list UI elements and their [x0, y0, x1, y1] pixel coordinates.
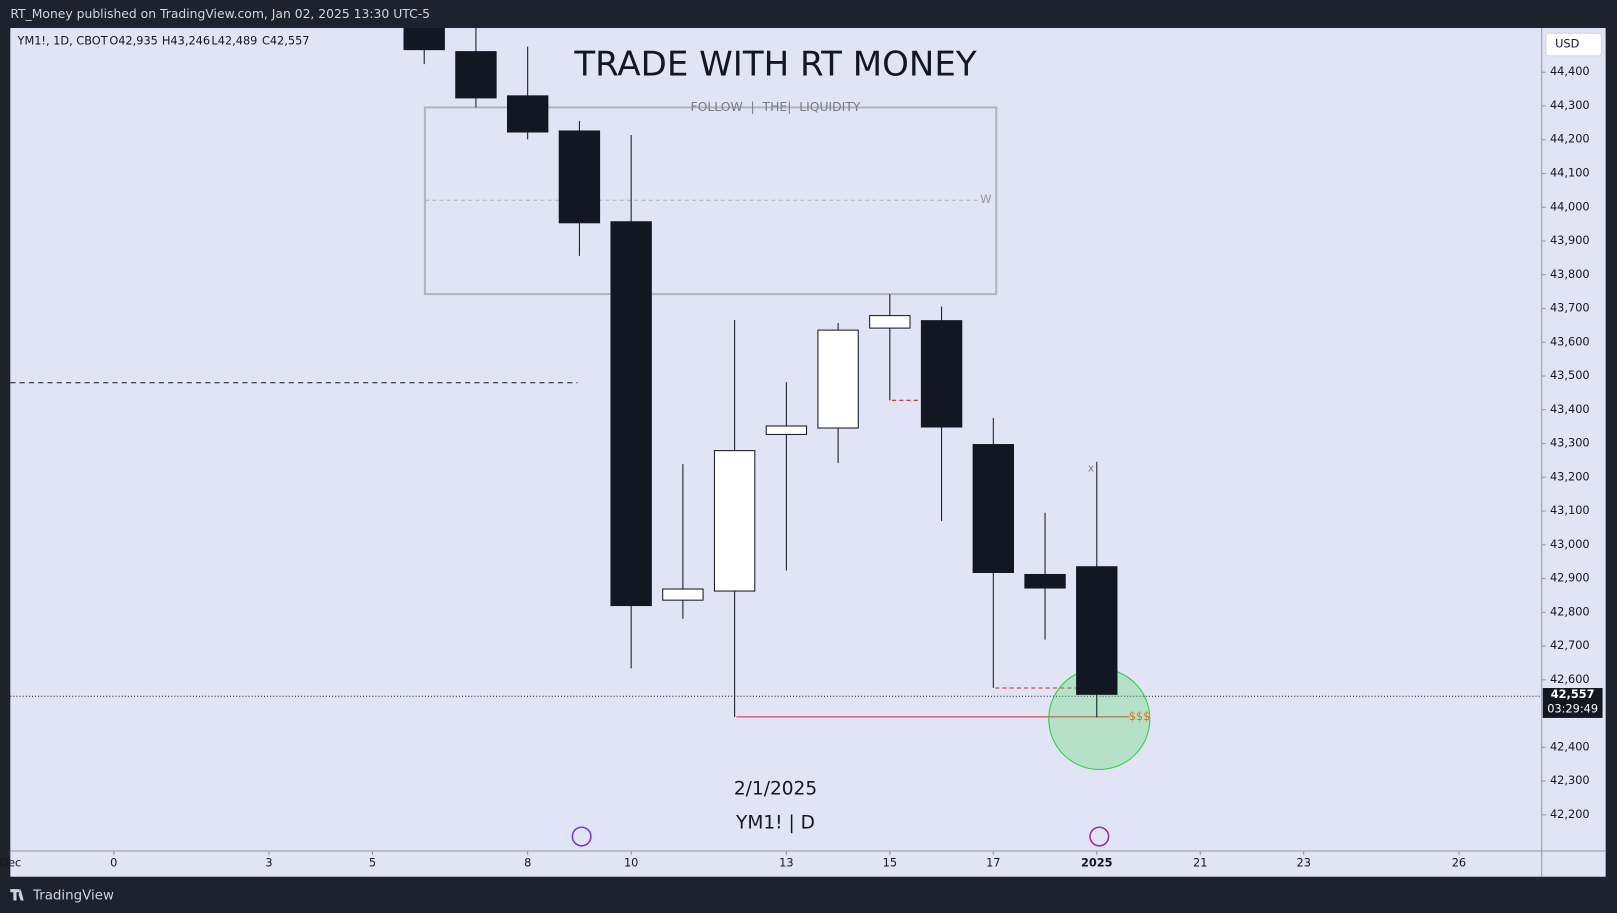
currency: USD: [1555, 37, 1579, 51]
annotation: YM1! | D: [735, 813, 815, 834]
x-tick-label: 0: [110, 855, 117, 869]
symbol-info: YM1!, 1D, CBOT: [17, 33, 108, 47]
brand-logo: [10, 889, 24, 901]
x-tick-label: 15: [883, 855, 897, 869]
subtitle: FOLLOW | THE| LIQUIDITY: [691, 100, 861, 114]
annotation: W: [980, 192, 991, 206]
annotation: 2/1/2025: [734, 779, 817, 800]
event-icon[interactable]: [571, 826, 592, 847]
ohlc: O42,935: [109, 33, 158, 47]
y-tick-label: 44,000: [1550, 199, 1590, 213]
y-tick-label: 43,900: [1550, 233, 1590, 247]
candle-body: [765, 425, 808, 435]
candles: [403, 28, 1118, 718]
candle-body: [506, 95, 549, 133]
annotation: $$$: [1129, 709, 1151, 723]
y-tick-label: 43,700: [1550, 301, 1590, 315]
x-axis: Dec 0 3 5 8 10 13 15 17 2025 21 23 26: [0, 850, 1466, 869]
price-tag: [1542, 688, 1603, 718]
annotation: x: [1088, 462, 1094, 474]
y-tick-label: 44,100: [1550, 165, 1590, 179]
ohlc: H43,246: [162, 33, 210, 47]
x-tick-label: 5: [369, 855, 376, 869]
candle-body: [817, 329, 859, 429]
y-tick-label: 44,200: [1550, 132, 1590, 146]
y-tick-label: 42,900: [1550, 571, 1590, 585]
chart-bg: [10, 28, 1606, 877]
y-tick-label: 43,800: [1550, 267, 1590, 281]
y-tick-label: 42,700: [1550, 638, 1590, 652]
y-axis: 42,200 42,300 42,400 42,600 42,700 42,800 42,9…: [1541, 64, 1590, 821]
candle-body: [869, 315, 911, 329]
x-tick-label: 3: [265, 855, 272, 869]
ohlc: L42,489: [211, 33, 257, 47]
y-tick-label: 42,600: [1550, 672, 1590, 686]
y-tick-label: 43,300: [1550, 436, 1590, 450]
y-tick-label: 44,400: [1550, 64, 1590, 78]
candle-body: [455, 51, 497, 99]
y-tick-label: 43,500: [1550, 368, 1590, 382]
y-tick-label: 43,100: [1550, 503, 1590, 517]
candle-body: [1024, 573, 1066, 589]
currency-box[interactable]: [1545, 32, 1603, 57]
x-tick-label: 23: [1297, 855, 1311, 869]
ohlc: C42,557: [262, 33, 310, 47]
y-tick-label: 42,300: [1550, 773, 1590, 787]
candle-body: [610, 221, 652, 607]
countdown: 03:29:49: [1547, 702, 1598, 716]
candle-body: [713, 450, 756, 592]
y-tick-label: 43,000: [1550, 537, 1590, 551]
candle-body: [1076, 566, 1118, 695]
x-tick-label: 17: [986, 855, 1000, 869]
y-tick-label: 43,200: [1550, 469, 1590, 483]
candle-body: [662, 588, 704, 601]
y-tick-label: 42,400: [1550, 739, 1590, 753]
y-tick-label: 43,600: [1550, 334, 1590, 348]
candle-body: [920, 320, 963, 428]
x-tick-label: 21: [1193, 855, 1207, 869]
x-tick-label: 13: [779, 855, 793, 869]
event-icon[interactable]: [1089, 826, 1110, 847]
plot: [10, 106, 1542, 770]
x-tick-label: 26: [1452, 855, 1466, 869]
candle-body: [972, 444, 1015, 573]
y-tick-label: 43,400: [1550, 402, 1590, 416]
y-tick-label: 42,800: [1550, 604, 1590, 618]
x-tick-label: 2025: [1081, 855, 1113, 869]
x-tick-label: Dec: [0, 855, 21, 869]
y-tick-label: 44,300: [1550, 98, 1590, 112]
publisher: RT_Money published on TradingView.com, J…: [10, 7, 430, 21]
x-tick-label: 8: [524, 855, 531, 869]
x-tick-label: 10: [624, 855, 638, 869]
title: TRADE WITH RT MONEY: [573, 45, 976, 85]
brand: TradingView: [32, 888, 114, 903]
y-tick-label: 42,200: [1550, 807, 1590, 821]
candle-body: [558, 130, 601, 224]
last-price: 42,557: [1551, 687, 1595, 701]
candle-body: [403, 28, 445, 51]
